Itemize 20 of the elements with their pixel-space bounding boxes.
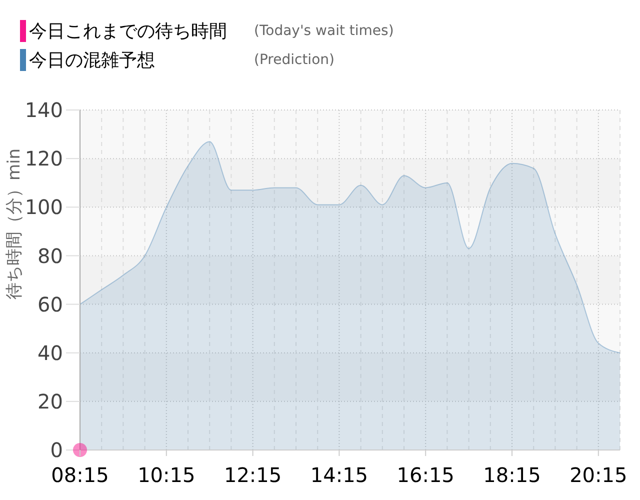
x-tick-label: 20:15 — [570, 463, 628, 487]
y-tick-label: 60 — [38, 292, 63, 316]
x-tick-label: 12:15 — [224, 463, 282, 487]
y-tick-label: 0 — [50, 438, 63, 462]
y-axis-title: 待ち時間（分）min — [4, 148, 24, 300]
y-tick-label: 100 — [24, 195, 63, 220]
x-tick-label: 08:15 — [51, 463, 109, 487]
legend-label: 今日これまでの待ち時間 — [29, 20, 227, 42]
y-tick-label: 140 — [24, 98, 63, 122]
text: (Prediction) — [254, 52, 334, 68]
x-tick-label: 14:15 — [310, 463, 368, 487]
y-tick-label: 40 — [38, 340, 63, 365]
legend-label: 今日の混雑予想 — [29, 48, 155, 72]
y-tick-label: 120 — [24, 146, 63, 171]
text: (Today's wait times) — [254, 22, 394, 38]
x-tick-label: 18:15 — [483, 463, 541, 487]
y-tick-label: 80 — [38, 244, 63, 268]
y-tick-label: 20 — [38, 390, 63, 414]
x-tick-label: 10:15 — [138, 463, 196, 487]
x-tick-label: 16:15 — [396, 463, 454, 487]
